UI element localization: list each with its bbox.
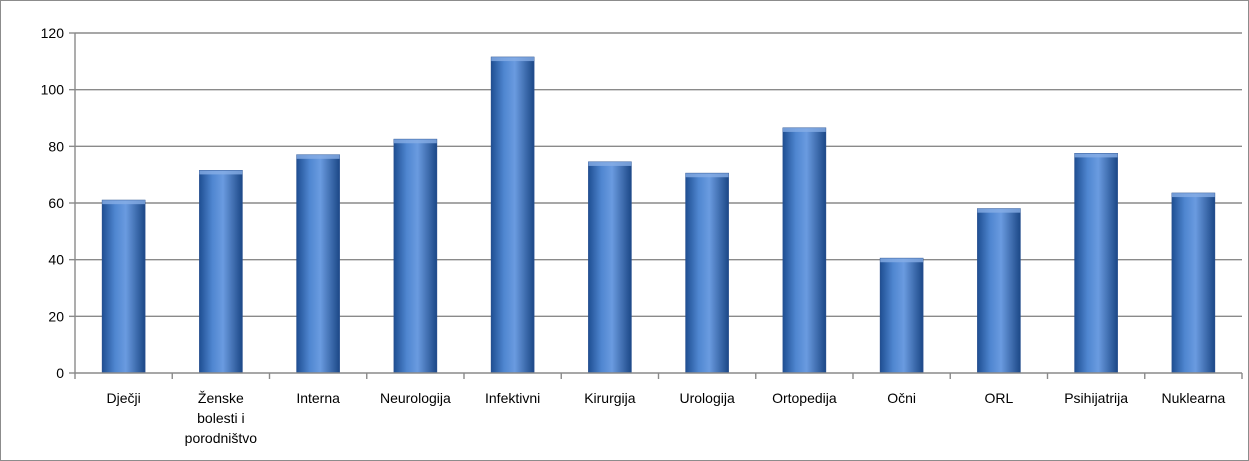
x-category-label: Dječji <box>107 390 141 406</box>
bar-top-highlight <box>491 57 535 62</box>
x-category-label: Očni <box>887 390 916 406</box>
bar-top-highlight <box>588 161 632 166</box>
bar <box>296 154 340 374</box>
y-tick-label: 0 <box>56 365 64 381</box>
bar-top-highlight <box>296 154 340 159</box>
bars <box>101 56 1216 374</box>
x-category-label-line: Psihijatrija <box>1064 390 1128 406</box>
x-category-label: Neurologija <box>380 390 451 406</box>
x-category-label: Ortopedija <box>772 390 837 406</box>
x-category-label-line: bolesti i <box>197 410 244 426</box>
bar <box>393 138 438 374</box>
x-category-label-line: Očni <box>887 390 916 406</box>
x-category-label: Psihijatrija <box>1064 390 1128 406</box>
x-category-label: Ženske bolesti i porodništvo <box>185 390 258 446</box>
bar-top-highlight <box>977 208 1021 213</box>
axes <box>74 33 1243 379</box>
bar <box>782 127 827 374</box>
x-category-label: ORL <box>984 390 1013 406</box>
x-axis-labels: Dječji Ženske bolesti i porodništvo Interna N… <box>107 390 1226 446</box>
x-category-label-line: Interna <box>296 390 340 406</box>
x-category-label: Interna <box>296 390 340 406</box>
y-tick-label: 100 <box>41 82 65 98</box>
gridlines <box>75 32 1242 318</box>
x-category-label-line: porodništvo <box>185 430 258 446</box>
bar-top-highlight <box>685 173 729 178</box>
y-tick-label: 40 <box>48 252 64 268</box>
y-tick-label: 60 <box>48 195 64 211</box>
bar-top-highlight <box>782 127 826 132</box>
y-axis-ticks: 0 20 40 60 80 100 120 <box>41 25 75 381</box>
bar <box>1171 192 1216 374</box>
x-category-label-line: Nuklearna <box>1161 390 1225 406</box>
x-category-label-line: Ženske <box>198 390 244 406</box>
x-category-label-line: Urologija <box>680 390 735 406</box>
bar <box>685 172 729 374</box>
bar <box>199 170 243 374</box>
bar-top-highlight <box>880 258 924 263</box>
x-category-label-line: Infektivni <box>485 390 540 406</box>
x-category-label-line: ORL <box>984 390 1013 406</box>
bar <box>977 208 1021 374</box>
bar <box>879 257 924 374</box>
bar-top-highlight <box>1074 153 1118 158</box>
bar-top-highlight <box>102 200 146 205</box>
bar <box>490 56 535 374</box>
y-tick-label: 20 <box>48 308 64 324</box>
y-tick-label: 80 <box>48 138 64 154</box>
x-category-label-line: Neurologija <box>380 390 451 406</box>
bar <box>588 161 632 374</box>
x-category-label: Infektivni <box>485 390 540 406</box>
x-category-label-line: Dječji <box>107 390 141 406</box>
x-category-label-line: Kirurgija <box>584 390 636 406</box>
bar <box>101 199 146 374</box>
x-category-label: Urologija <box>680 390 735 406</box>
bar-top-highlight <box>199 170 243 175</box>
y-tick-label: 120 <box>41 25 65 41</box>
bar-top-highlight <box>393 139 437 144</box>
bar-top-highlight <box>1171 193 1215 198</box>
x-category-label: Kirurgija <box>584 390 636 406</box>
x-category-label: Nuklearna <box>1161 390 1225 406</box>
bar <box>1074 153 1118 374</box>
x-category-label-line: Ortopedija <box>772 390 837 406</box>
